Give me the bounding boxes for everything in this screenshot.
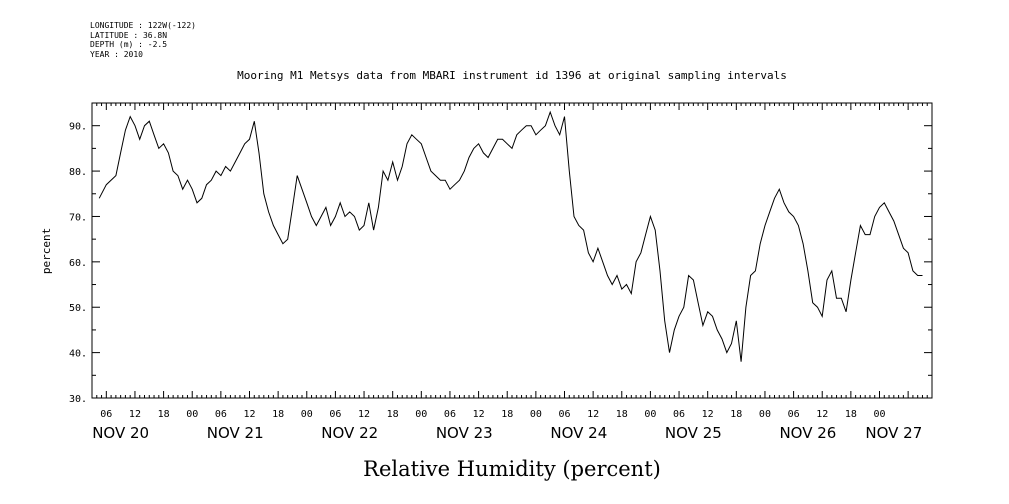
meta-longitude: LONGITUDE : 122W(-122) <box>90 21 196 30</box>
metadata-block: LONGITUDE : 122W(-122) LATITUDE : 36.8N … <box>90 21 196 59</box>
x-tick-label: 12 <box>358 409 370 420</box>
x-tick-label: 00 <box>530 409 542 420</box>
y-tick-label: 70. <box>69 212 87 223</box>
y-tick-label: 80. <box>69 167 87 178</box>
x-date-label: NOV 23 <box>436 424 493 442</box>
x-date-label: NOV 27 <box>865 424 922 442</box>
x-date-label: NOV 25 <box>665 424 722 442</box>
y-tick-label: 30. <box>69 394 87 405</box>
x-tick-label: 06 <box>100 409 112 420</box>
y-tick-label: 90. <box>69 122 87 133</box>
x-tick-label: 18 <box>730 409 742 420</box>
x-tick-label: 12 <box>702 409 714 420</box>
meta-year: YEAR : 2010 <box>90 49 143 59</box>
x-date-label: NOV 20 <box>92 424 149 442</box>
y-tick-label: 40. <box>69 349 87 360</box>
humidity-series-line <box>98 110 923 362</box>
x-tick-label: 00 <box>301 409 313 420</box>
x-tick-label: 12 <box>816 409 828 420</box>
x-tick-label: 00 <box>186 409 198 420</box>
x-tick-label: 12 <box>473 409 485 420</box>
x-tick-label: 18 <box>158 409 170 420</box>
x-tick-label: 18 <box>501 409 513 420</box>
x-tick-label: 18 <box>845 409 857 420</box>
x-date-label: NOV 22 <box>321 424 378 442</box>
y-tick-label: 50. <box>69 303 87 314</box>
x-tick-label: 06 <box>215 409 227 420</box>
meta-depth: DEPTH (m) : -2.5 <box>90 40 168 49</box>
y-axis-label: percent <box>40 228 53 274</box>
chart-title: Mooring M1 Metsys data from MBARI instru… <box>237 69 787 82</box>
x-tick-label: 06 <box>329 409 341 420</box>
x-tick-label: 00 <box>644 409 656 420</box>
x-axis-label: Relative Humidity (percent) <box>363 457 661 481</box>
x-tick-label: 18 <box>387 409 399 420</box>
x-tick-label: 18 <box>616 409 628 420</box>
x-tick-label: 12 <box>587 409 599 420</box>
x-date-label: NOV 21 <box>207 424 264 442</box>
y-tick-label: 60. <box>69 258 87 269</box>
x-tick-label: 00 <box>873 409 885 420</box>
x-tick-label: 06 <box>444 409 456 420</box>
x-tick-label: 06 <box>788 409 800 420</box>
x-tick-label: 06 <box>673 409 685 420</box>
x-tick-label: 00 <box>415 409 427 420</box>
x-date-label: NOV 26 <box>779 424 836 442</box>
meta-latitude: LATITUDE : 36.8N <box>90 30 168 40</box>
x-date-label: NOV 24 <box>550 424 607 442</box>
x-tick-label: 18 <box>272 409 284 420</box>
x-tick-label: 12 <box>129 409 141 420</box>
x-tick-label: 06 <box>558 409 570 420</box>
x-tick-label: 00 <box>759 409 771 420</box>
x-tick-label: 12 <box>243 409 255 420</box>
